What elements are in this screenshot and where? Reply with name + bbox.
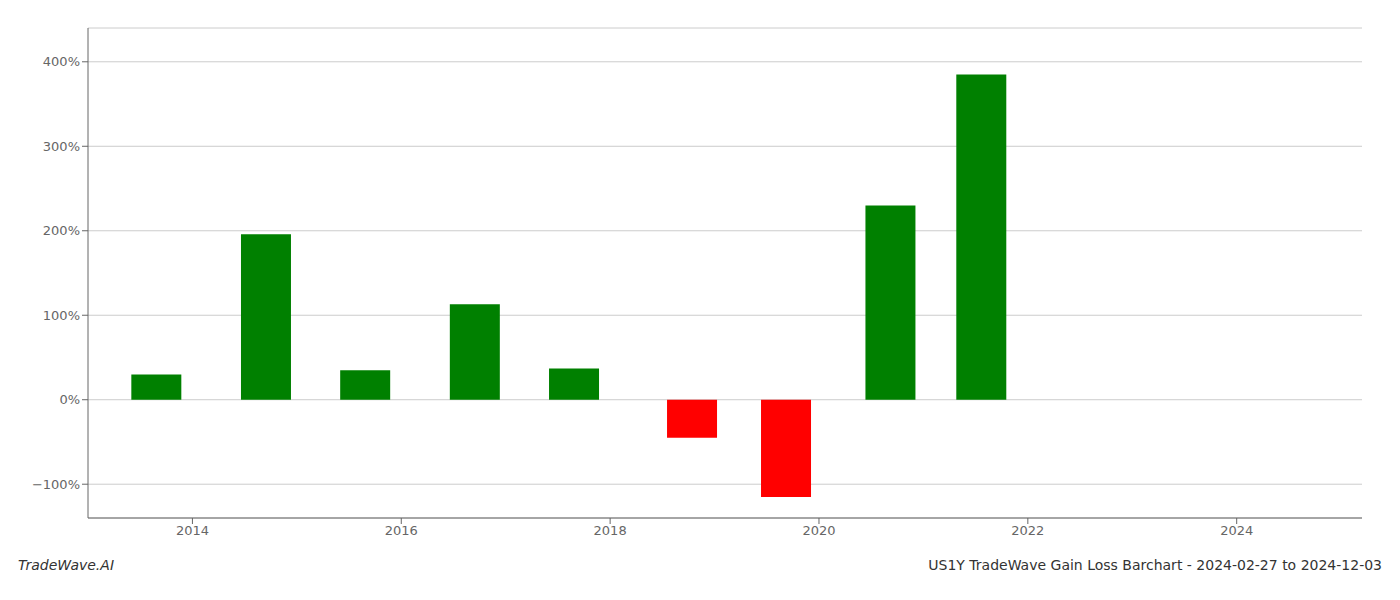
- html-text:TradeWave.AI: TradeWave.AI: [18, 557, 114, 573]
- svg-text:100%: 100%: [43, 308, 80, 323]
- svg-text:0%: 0%: [59, 392, 80, 407]
- svg-text:2022: 2022: [1011, 523, 1044, 538]
- svg-text:400%: 400%: [43, 54, 80, 69]
- svg-text:200%: 200%: [43, 223, 80, 238]
- svg-text:−100%: −100%: [32, 477, 80, 492]
- svg-text:2016: 2016: [385, 523, 418, 538]
- svg-text:2018: 2018: [594, 523, 627, 538]
- svg-text:2014: 2014: [176, 523, 209, 538]
- svg-text:2024: 2024: [1220, 523, 1253, 538]
- svg-text:2020: 2020: [802, 523, 835, 538]
- svg-text:300%: 300%: [43, 139, 80, 154]
- html-text:US1Y TradeWave Gain Loss Barch: US1Y TradeWave Gain Loss Barchart - 2024…: [928, 557, 1382, 573]
